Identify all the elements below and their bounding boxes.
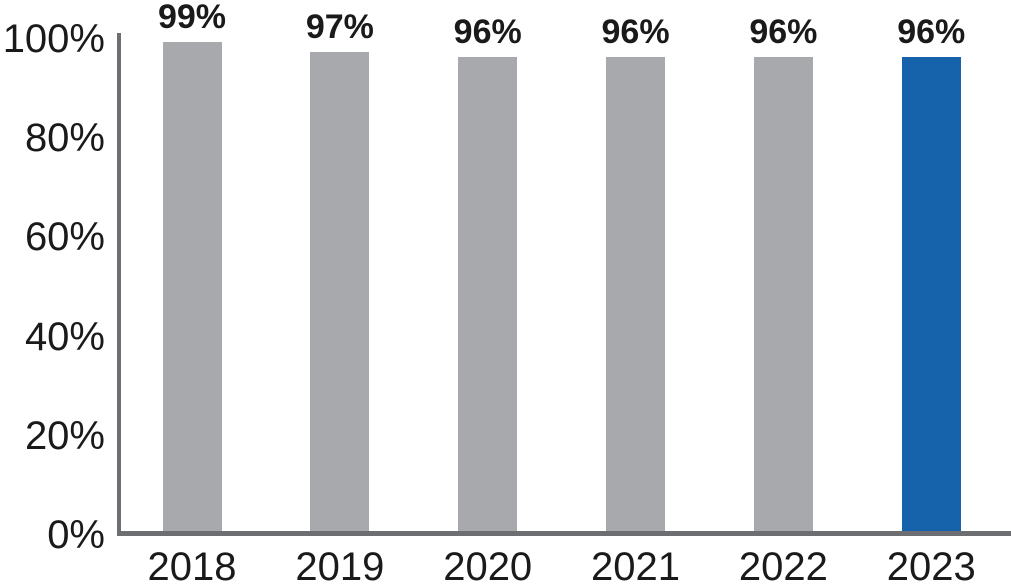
y-tick-label: 20%	[24, 413, 105, 458]
bar	[162, 41, 222, 533]
y-tick-label: 100%	[2, 17, 105, 61]
bar-value-label: 96%	[453, 12, 522, 51]
x-category-label: 2019	[295, 545, 385, 588]
bar	[901, 56, 961, 533]
y-tick-label: 80%	[24, 116, 105, 161]
y-tick-label: 40%	[24, 314, 105, 359]
bar	[606, 56, 666, 533]
bar	[310, 51, 370, 533]
bar-value-label: 97%	[305, 7, 374, 46]
bar-value-label: 96%	[601, 12, 670, 51]
x-category-label: 2021	[591, 545, 681, 588]
x-category-label: 2023	[886, 545, 976, 588]
y-axis-line	[117, 33, 121, 536]
bar-value-label: 96%	[749, 12, 818, 51]
x-category-label: 2020	[443, 545, 533, 588]
x-category-label: 2022	[738, 545, 828, 588]
bar	[458, 56, 518, 533]
x-axis-line	[117, 531, 1011, 536]
bar-value-label: 99%	[157, 0, 227, 36]
y-tick-label: 60%	[24, 215, 105, 260]
y-tick-label: 0%	[47, 513, 105, 557]
x-category-label: 2018	[147, 545, 237, 588]
bar	[753, 56, 813, 533]
bar-value-label: 96%	[897, 12, 966, 51]
